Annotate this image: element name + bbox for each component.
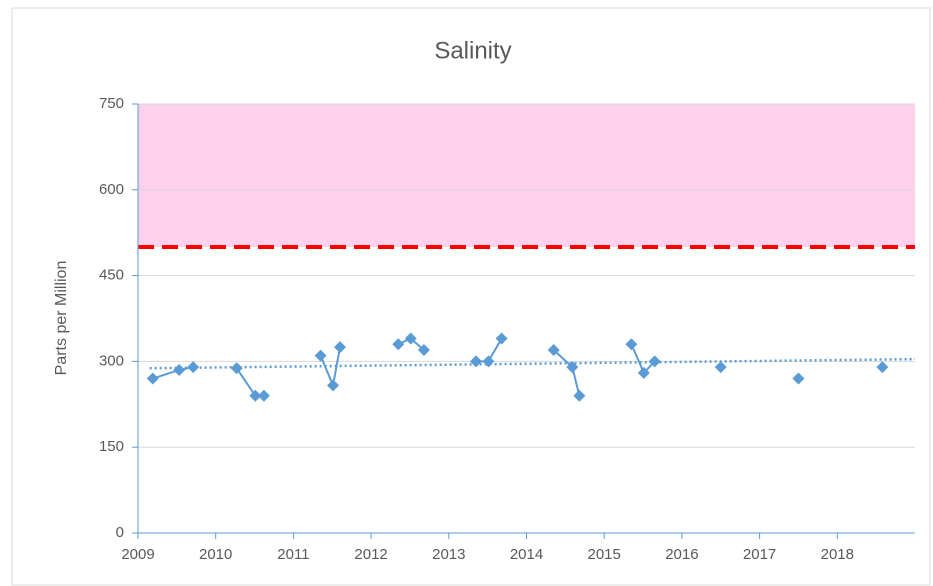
x-tick-label: 2011 bbox=[277, 546, 309, 563]
y-tick-label: 0 bbox=[116, 524, 124, 541]
y-tick-label: 450 bbox=[99, 267, 124, 284]
x-tick-label: 2014 bbox=[510, 546, 543, 563]
data-point bbox=[573, 389, 586, 402]
data-point bbox=[173, 363, 186, 376]
chart-frame bbox=[11, 7, 931, 586]
data-point bbox=[334, 341, 347, 354]
x-tick-label: 2009 bbox=[121, 546, 154, 563]
x-tick-label: 2015 bbox=[588, 546, 621, 563]
y-tick-label: 300 bbox=[99, 352, 124, 369]
x-tick-label: 2018 bbox=[821, 546, 854, 563]
data-point bbox=[566, 361, 579, 374]
x-tick-label: 2013 bbox=[432, 546, 465, 563]
data-point bbox=[392, 338, 405, 351]
data-point bbox=[404, 332, 417, 345]
data-point bbox=[257, 389, 270, 402]
data-point bbox=[230, 362, 243, 375]
y-tick-label: 600 bbox=[99, 181, 124, 198]
data-point bbox=[495, 332, 508, 345]
y-tick-label: 750 bbox=[99, 95, 124, 112]
data-point bbox=[417, 343, 430, 356]
data-point bbox=[146, 372, 159, 385]
data-point bbox=[187, 361, 200, 374]
data-point bbox=[482, 355, 495, 368]
data-point bbox=[469, 355, 482, 368]
data-point bbox=[625, 338, 638, 351]
x-tick-label: 2010 bbox=[199, 546, 232, 563]
x-tick-label: 2012 bbox=[354, 546, 387, 563]
limit-band bbox=[138, 104, 915, 247]
x-tick-label: 2016 bbox=[665, 546, 698, 563]
data-point bbox=[876, 361, 889, 374]
chart-title: Salinity bbox=[434, 37, 511, 64]
y-axis-label: Parts per Million bbox=[53, 261, 70, 376]
data-point bbox=[314, 349, 327, 362]
data-point bbox=[648, 355, 661, 368]
data-point bbox=[637, 366, 650, 379]
data-point bbox=[327, 379, 340, 392]
data-point bbox=[714, 361, 727, 374]
data-point bbox=[547, 343, 560, 356]
data-point bbox=[249, 389, 262, 402]
y-tick-label: 150 bbox=[99, 438, 124, 455]
data-point bbox=[792, 372, 805, 385]
x-tick-label: 2017 bbox=[743, 546, 776, 563]
